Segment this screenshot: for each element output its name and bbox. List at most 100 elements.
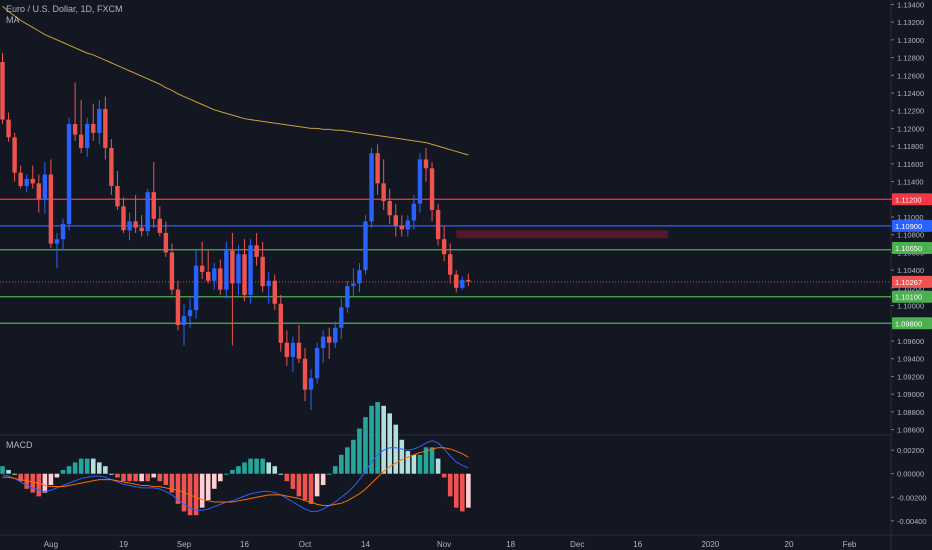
candle xyxy=(60,218,66,251)
candle xyxy=(18,165,23,189)
candle xyxy=(133,194,138,233)
macd-histogram-bar xyxy=(429,447,435,474)
time-axis-label: 14 xyxy=(361,540,370,549)
candle xyxy=(175,280,181,331)
candle xyxy=(85,117,90,157)
macd-histogram-bar xyxy=(18,473,23,482)
candle-body xyxy=(139,227,144,232)
candle-body xyxy=(157,218,162,233)
price-tick-label: 1.11600 xyxy=(897,160,924,169)
macd-histogram-bar xyxy=(36,473,42,497)
candle-body xyxy=(466,279,471,282)
macd-histogram-bar xyxy=(90,458,96,474)
macd-histogram-bar xyxy=(345,447,350,474)
candle-body xyxy=(369,153,374,222)
time-axis-label: 19 xyxy=(119,540,128,549)
candle xyxy=(248,239,253,304)
macd-histogram-bar xyxy=(169,473,175,493)
candle-body xyxy=(175,289,181,326)
macd-histogram-bar xyxy=(230,469,235,474)
candle xyxy=(460,276,465,290)
candle-body xyxy=(151,192,156,219)
macd-histogram-bar xyxy=(351,439,356,474)
macd-histogram-bar xyxy=(6,469,11,474)
macd-histogram-bar xyxy=(466,473,471,508)
candle-body xyxy=(169,252,175,290)
candle xyxy=(121,197,126,233)
candle xyxy=(308,369,314,411)
candle xyxy=(103,96,108,160)
macd-histogram-bar xyxy=(405,451,411,474)
candle xyxy=(333,321,338,349)
candle-body xyxy=(30,178,35,184)
macd-histogram-bar xyxy=(211,473,217,489)
candle xyxy=(278,294,283,352)
candle xyxy=(314,342,320,384)
candle-body xyxy=(145,192,150,232)
macd-histogram-bar xyxy=(296,473,302,497)
macd-histogram-bar xyxy=(447,473,453,497)
candle xyxy=(91,103,96,141)
macd-histogram-bar xyxy=(30,473,36,493)
candle-body xyxy=(85,124,90,148)
price-label-tag xyxy=(892,193,932,206)
macd-histogram-bar xyxy=(387,413,392,474)
moving-average-line xyxy=(2,5,469,156)
candle xyxy=(224,241,229,299)
price-tick-label: 1.10800 xyxy=(897,231,924,240)
macd-histogram-bar xyxy=(205,473,211,501)
candle xyxy=(36,174,41,213)
candle-body xyxy=(327,336,332,343)
price-tick-label: 1.12200 xyxy=(897,107,924,116)
price-tick-label: 1.12000 xyxy=(897,124,924,133)
candle-body xyxy=(302,358,308,390)
macd-histogram-bar xyxy=(254,458,259,474)
candle xyxy=(351,268,356,297)
candle xyxy=(327,327,332,359)
macd-histogram-bar xyxy=(248,458,253,474)
candle xyxy=(54,232,60,269)
macd-histogram-bar xyxy=(42,473,48,493)
macd-histogram-bar xyxy=(399,439,405,474)
macd-histogram-bar xyxy=(224,473,229,475)
candle-body xyxy=(199,265,205,272)
candle-body xyxy=(260,256,265,287)
candle-body xyxy=(248,245,253,295)
macd-indicator-legend[interactable]: MACD xyxy=(6,440,33,450)
candle-body xyxy=(314,348,320,379)
candle xyxy=(66,117,72,231)
price-tick-label: 1.11800 xyxy=(897,142,924,151)
candle-body xyxy=(387,201,392,216)
candle xyxy=(145,188,150,237)
price-tick-label: 1.09000 xyxy=(897,390,924,399)
macd-histogram-bar xyxy=(121,473,126,482)
candle-body xyxy=(363,221,368,271)
candle-body xyxy=(429,168,435,210)
candle-body xyxy=(423,159,429,169)
macd-histogram-bar xyxy=(278,473,284,475)
price-label-tag xyxy=(892,219,932,232)
macd-histogram-bar xyxy=(199,473,205,508)
candle xyxy=(399,215,404,237)
candle xyxy=(266,271,271,304)
candle-body xyxy=(236,254,241,284)
candle xyxy=(290,336,296,372)
candle-body xyxy=(441,239,447,255)
candle-body xyxy=(109,147,114,186)
candle xyxy=(339,298,344,340)
symbol-legend[interactable]: Euro / U.S. Dollar, 1D, FXCM xyxy=(6,4,123,14)
candle-body xyxy=(375,153,380,184)
candle-body xyxy=(18,172,23,186)
price-tick-label: 1.08600 xyxy=(897,426,924,435)
candle-body xyxy=(12,137,17,173)
macd-histogram-bar xyxy=(284,473,290,482)
candle-body xyxy=(6,119,11,138)
macd-histogram-bar xyxy=(260,458,265,474)
ma-indicator-legend[interactable]: MA xyxy=(6,15,20,25)
candle xyxy=(260,241,265,293)
resistance-zone xyxy=(456,230,668,239)
macd-histogram-bar xyxy=(175,473,181,504)
candle xyxy=(387,188,392,225)
